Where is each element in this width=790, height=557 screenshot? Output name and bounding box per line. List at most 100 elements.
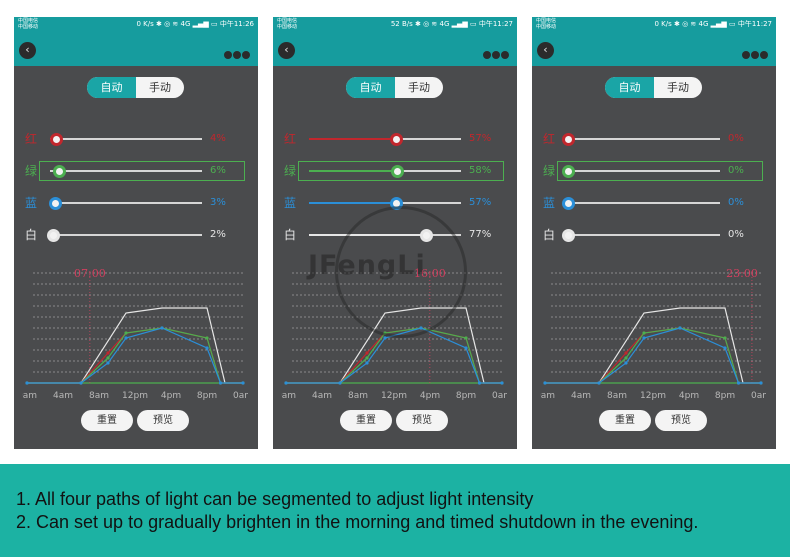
slider-track[interactable] xyxy=(568,170,720,172)
series-point xyxy=(205,336,209,340)
x-tick-label: 8pm xyxy=(197,391,217,401)
series-point xyxy=(624,356,628,360)
slider-track[interactable] xyxy=(50,202,202,204)
slider-knob[interactable] xyxy=(389,133,403,146)
channel-label: 白 xyxy=(284,228,297,242)
tab-manual[interactable]: 手动 xyxy=(408,81,430,94)
channel-row: 绿 0% xyxy=(532,161,776,183)
carrier-top: 中国电信 xyxy=(18,18,39,24)
channel-value: 0% xyxy=(728,197,744,208)
series-point xyxy=(365,351,369,355)
tab-auto[interactable]: 自动 xyxy=(605,77,654,98)
more-icon[interactable] xyxy=(483,44,511,59)
series-line-blue xyxy=(545,327,761,384)
slider-knob[interactable] xyxy=(53,165,67,178)
more-dot xyxy=(742,51,750,59)
series-line-blue xyxy=(27,327,243,384)
slider-track[interactable] xyxy=(568,138,720,140)
reset-button[interactable]: 重置 xyxy=(81,410,133,431)
slider-track[interactable] xyxy=(50,234,202,236)
carrier-bottom: 中国移动 xyxy=(536,24,557,30)
more-dot xyxy=(492,51,500,59)
tab-manual[interactable]: 手动 xyxy=(149,81,171,94)
channel-row: 红 4% xyxy=(14,129,258,151)
watermark-ring xyxy=(335,206,467,338)
channel-label: 绿 xyxy=(284,164,297,178)
slider-knob[interactable] xyxy=(48,197,62,210)
more-dot xyxy=(483,51,491,59)
more-icon[interactable] xyxy=(742,44,770,59)
reset-button[interactable]: 重置 xyxy=(599,410,651,431)
x-tick-label: 0am xyxy=(281,391,296,401)
tab-manual[interactable]: 手动 xyxy=(667,81,689,94)
more-dot xyxy=(760,51,768,59)
caption-line-1: 1. All four paths of light can be segmen… xyxy=(16,489,534,509)
slider-track[interactable] xyxy=(50,170,202,172)
current-time-label: 07:00 xyxy=(74,267,106,280)
channel-value: 0% xyxy=(728,229,744,240)
caption-banner: 1. All four paths of light can be segmen… xyxy=(0,464,790,557)
series-point xyxy=(365,356,369,360)
preview-button[interactable]: 预览 xyxy=(137,410,189,431)
channel-row: 蓝 3% xyxy=(14,193,258,215)
tab-auto[interactable]: 自动 xyxy=(346,77,395,98)
carrier-bottom: 中国移动 xyxy=(18,24,39,30)
series-line-red xyxy=(27,327,243,384)
back-icon[interactable]: ‹ xyxy=(537,42,554,59)
slider-knob[interactable] xyxy=(562,165,575,178)
series-point xyxy=(642,331,646,335)
slider-track[interactable] xyxy=(568,234,720,236)
light-schedule-chart[interactable]: 07:00 0am 4am 8am 12pm 4pm 8pm 0am xyxy=(22,253,248,403)
back-icon[interactable]: ‹ xyxy=(19,42,36,59)
slider-knob[interactable] xyxy=(391,165,405,178)
preview-button[interactable]: 预览 xyxy=(655,410,707,431)
highlight-box xyxy=(39,161,245,181)
phone-screen: 中国电信 中国移动 0 K/s ✱ ◎ ≋ 4G ▂▄▆ ▭ 中午11:26 ‹ 自动手… xyxy=(14,17,258,449)
slider-knob[interactable] xyxy=(562,197,575,210)
channel-label: 蓝 xyxy=(284,196,297,210)
slider-track[interactable] xyxy=(309,170,461,172)
series-point xyxy=(124,336,128,340)
more-icon[interactable] xyxy=(224,44,252,59)
x-tick-label: 8am xyxy=(607,391,627,401)
channel-label: 绿 xyxy=(25,164,38,178)
x-tick-label: 12pm xyxy=(122,391,148,401)
slider-knob[interactable] xyxy=(562,229,575,242)
x-tick-label: 12pm xyxy=(381,391,407,401)
light-schedule-chart[interactable]: 23:00 0am 4am 8am 12pm 4pm 8pm 0am xyxy=(540,253,766,403)
app-bar: ‹ xyxy=(14,34,258,66)
slider-track[interactable] xyxy=(309,138,461,140)
x-tick-label: 4pm xyxy=(161,391,181,401)
channel-label: 红 xyxy=(543,132,556,146)
slider-knob[interactable] xyxy=(47,229,61,242)
channel-value: 0% xyxy=(728,133,744,144)
preview-button[interactable]: 预览 xyxy=(396,410,448,431)
carrier-info: 中国电信 中国移动 xyxy=(18,18,38,30)
carrier-top: 中国电信 xyxy=(277,18,298,24)
slider-track[interactable] xyxy=(309,202,461,204)
channel-label: 蓝 xyxy=(543,196,556,210)
channel-row: 绿 58% xyxy=(273,161,517,183)
channel-row: 红 57% xyxy=(273,129,517,151)
status-indicators: 0 K/s ✱ ◎ ≋ 4G ▂▄▆ ▭ 中午11:26 xyxy=(136,20,254,28)
status-bar: 中国电信 中国移动 52 B/s ✱ ◎ ≋ 4G ▂▄▆ ▭ 中午11:27 xyxy=(273,17,517,34)
channel-row: 绿 6% xyxy=(14,161,258,183)
series-point xyxy=(464,336,468,340)
channel-value: 4% xyxy=(210,133,226,144)
series-point xyxy=(543,381,547,385)
carrier-top: 中国电信 xyxy=(536,18,557,24)
channel-value: 58% xyxy=(469,165,492,176)
slider-track[interactable] xyxy=(50,138,202,140)
x-tick-label: 4am xyxy=(571,391,591,401)
slider-knob[interactable] xyxy=(562,133,575,146)
series-point xyxy=(106,361,110,365)
back-icon[interactable]: ‹ xyxy=(278,42,295,59)
tab-auto[interactable]: 自动 xyxy=(87,77,136,98)
slider-knob[interactable] xyxy=(50,133,64,146)
slider-track[interactable] xyxy=(568,202,720,204)
app-bar: ‹ xyxy=(532,34,776,66)
phone-screen: 中国电信 中国移动 0 K/s ✱ ◎ ≋ 4G ▂▄▆ ▭ 中午11:27 ‹ 自动手… xyxy=(532,17,776,449)
reset-button[interactable]: 重置 xyxy=(340,410,392,431)
series-point xyxy=(736,381,741,385)
